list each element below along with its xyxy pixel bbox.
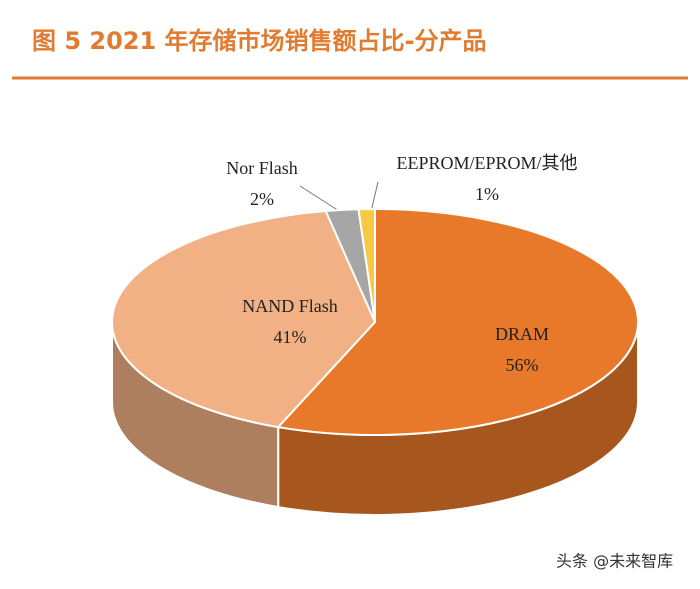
slice-label: NAND Flash — [242, 296, 338, 316]
value-label: 2% — [250, 189, 274, 209]
slice — [357, 207, 376, 323]
slice — [111, 209, 377, 429]
value-label: 41% — [274, 327, 307, 347]
value-label: 1% — [475, 184, 499, 204]
chart-title: 图 5 2021 年存储市场销售额占比-分产品 — [32, 27, 487, 55]
watermark: 头条 @未来智库 — [556, 552, 673, 571]
slice-label: DRAM — [495, 324, 549, 344]
slice-label: Nor Flash — [226, 158, 298, 178]
slice-label: EEPROM/EPROM/其他 — [396, 153, 577, 173]
value-label: 56% — [506, 355, 539, 375]
slice — [276, 207, 639, 436]
